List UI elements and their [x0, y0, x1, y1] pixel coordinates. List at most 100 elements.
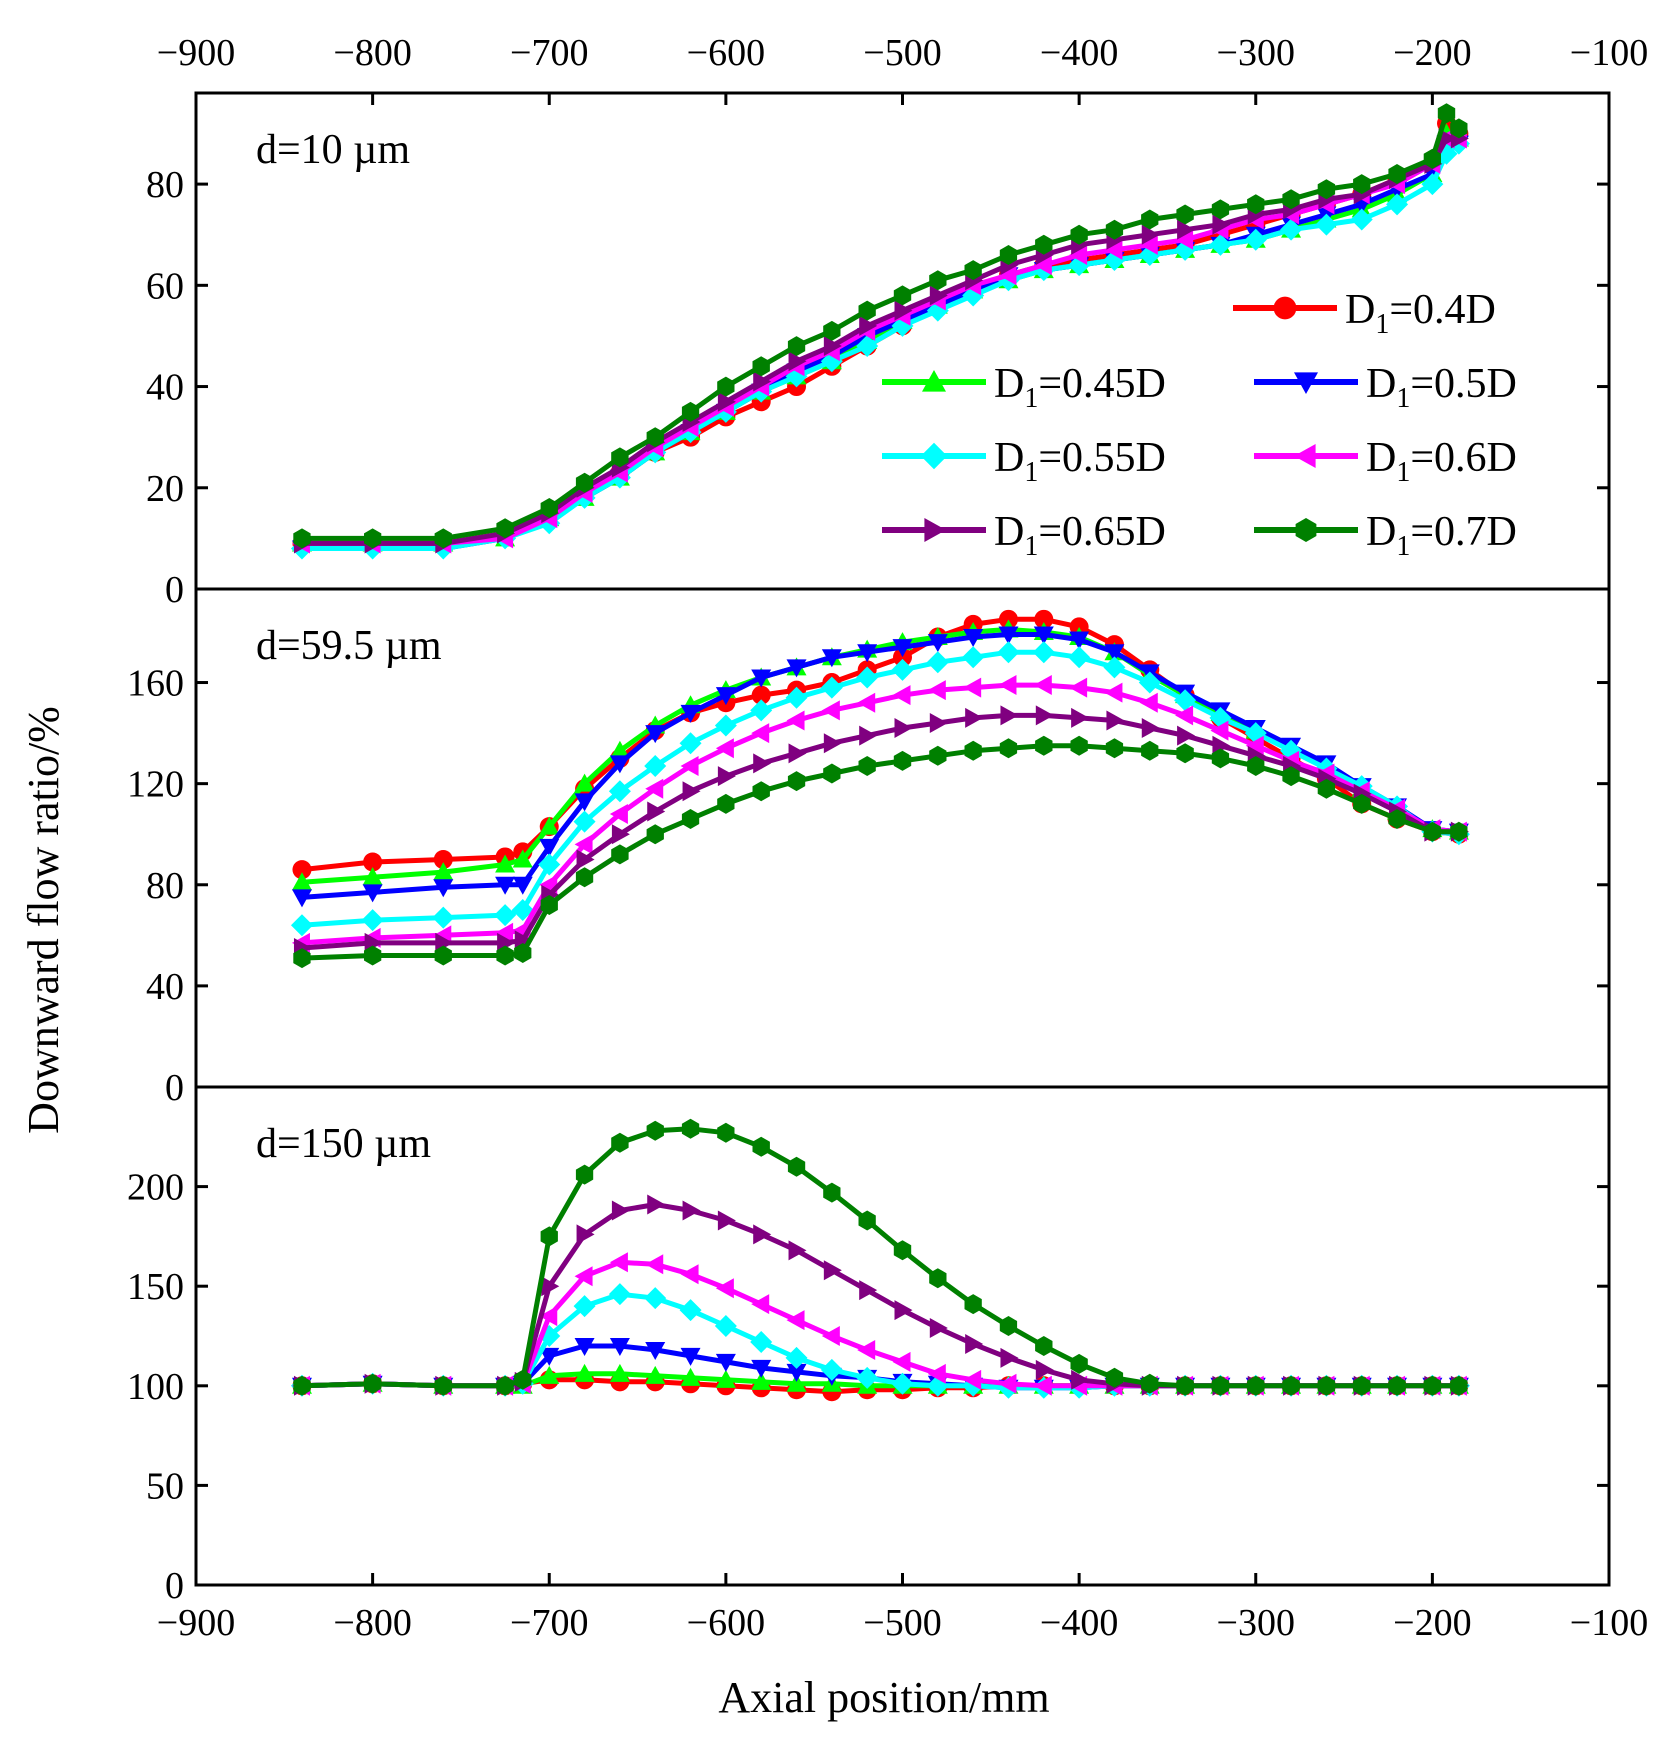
- data-point: [788, 351, 807, 372]
- data-point: [495, 854, 516, 873]
- data-point: [1176, 204, 1194, 225]
- data-point: [539, 1306, 558, 1327]
- data-point: [540, 1226, 558, 1247]
- data-point: [646, 1120, 664, 1141]
- data-point: [514, 943, 532, 963]
- data-point: [715, 1369, 736, 1388]
- data-point: [539, 1365, 560, 1384]
- data-point: [609, 1252, 628, 1273]
- data-point: [753, 1224, 772, 1245]
- data-point: [856, 1366, 879, 1389]
- data-point: [858, 300, 876, 321]
- y-tick-label: 100: [127, 1366, 184, 1408]
- data-point: [1000, 1347, 1019, 1368]
- panel-label: d=150 µm: [256, 1121, 431, 1167]
- data-point: [494, 904, 517, 927]
- y-tick-label: 60: [146, 265, 184, 307]
- data-point: [645, 725, 666, 744]
- data-point: [714, 714, 737, 737]
- data-point: [574, 1337, 595, 1356]
- data-point: [962, 646, 985, 669]
- data-point: [434, 945, 452, 966]
- data-point: [1247, 756, 1265, 776]
- data-point: [1139, 692, 1158, 713]
- ticks-layer: 0 20 40 60 80 0 40 80 120 160 0 50 100 150 200 −900 −900…: [127, 32, 1648, 1644]
- data-point: [574, 834, 593, 855]
- data-point: [894, 300, 913, 321]
- data-point: [1388, 809, 1406, 829]
- data-point: [893, 1240, 912, 1261]
- data-point: [512, 849, 533, 868]
- data-point: [1175, 229, 1194, 250]
- panel-label: d=10 µm: [256, 127, 410, 173]
- data-point: [1141, 740, 1159, 761]
- data-point: [290, 914, 313, 937]
- data-point: [540, 498, 558, 518]
- data-point: [362, 884, 383, 903]
- data-point: [857, 644, 878, 663]
- data-point: [292, 860, 312, 880]
- data-point: [1069, 677, 1088, 698]
- series-line: [301, 682, 1460, 946]
- data-point: [1177, 725, 1196, 746]
- data-point: [787, 336, 806, 357]
- data-point: [964, 1294, 982, 1315]
- data-point: [291, 889, 312, 908]
- legend-entry: D1=0.4D: [1233, 287, 1496, 340]
- data-point: [715, 738, 734, 759]
- data-point: [679, 1299, 702, 1322]
- data-point: [538, 853, 561, 876]
- y-tick-label: 0: [165, 1565, 184, 1607]
- data-point: [714, 1315, 737, 1338]
- data-point: [680, 704, 701, 723]
- data-point: [823, 1182, 841, 1203]
- data-point: [1210, 720, 1229, 741]
- legend-entry: D1=0.55D: [882, 435, 1166, 488]
- data-point: [575, 867, 594, 888]
- x-tick-label-top: −300: [1217, 32, 1295, 74]
- data-point: [1421, 173, 1444, 196]
- legend-label: D1=0.6D: [1366, 435, 1517, 488]
- data-point: [717, 1210, 736, 1231]
- data-point: [540, 895, 558, 915]
- data-point: [1176, 743, 1194, 764]
- data-point: [1141, 209, 1159, 230]
- data-point: [1104, 644, 1125, 663]
- data-point: [1280, 218, 1303, 241]
- data-point: [929, 285, 948, 306]
- x-tick-label-bottom: −500: [863, 1602, 941, 1644]
- data-point: [1000, 705, 1019, 726]
- data-point: [1247, 194, 1265, 215]
- data-point: [785, 1346, 808, 1369]
- data-point: [573, 810, 596, 833]
- data-point: [1423, 148, 1441, 169]
- data-point: [644, 754, 667, 777]
- data-point: [1069, 244, 1088, 265]
- data-point: [1139, 234, 1158, 255]
- y-tick-label: 80: [146, 164, 184, 206]
- data-point: [1141, 224, 1160, 245]
- data-point: [1350, 208, 1373, 231]
- x-tick-label-top: −700: [510, 32, 588, 74]
- data-point: [715, 1278, 734, 1299]
- data-point: [1035, 735, 1053, 756]
- series-2-5: [291, 675, 1467, 953]
- x-axis-title: Axial position/mm: [718, 1673, 1049, 1722]
- data-point: [511, 899, 534, 922]
- data-point: [856, 666, 879, 689]
- data-point: [820, 676, 843, 699]
- data-point: [1103, 656, 1126, 679]
- y-tick-label: 200: [127, 1167, 184, 1209]
- y-axis-title: Downward flow ratio/%: [19, 706, 68, 1134]
- y-tick-label: 0: [165, 1067, 184, 1109]
- data-point: [1176, 1375, 1194, 1396]
- data-point: [1035, 1336, 1053, 1356]
- panel-1: d=10 µm: [256, 103, 1470, 560]
- data-point: [645, 778, 664, 799]
- data-point: [823, 320, 841, 341]
- data-point: [999, 1316, 1018, 1336]
- data-point: [750, 1330, 773, 1353]
- data-point: [893, 647, 912, 667]
- data-point: [291, 872, 312, 891]
- data-point: [1209, 233, 1232, 256]
